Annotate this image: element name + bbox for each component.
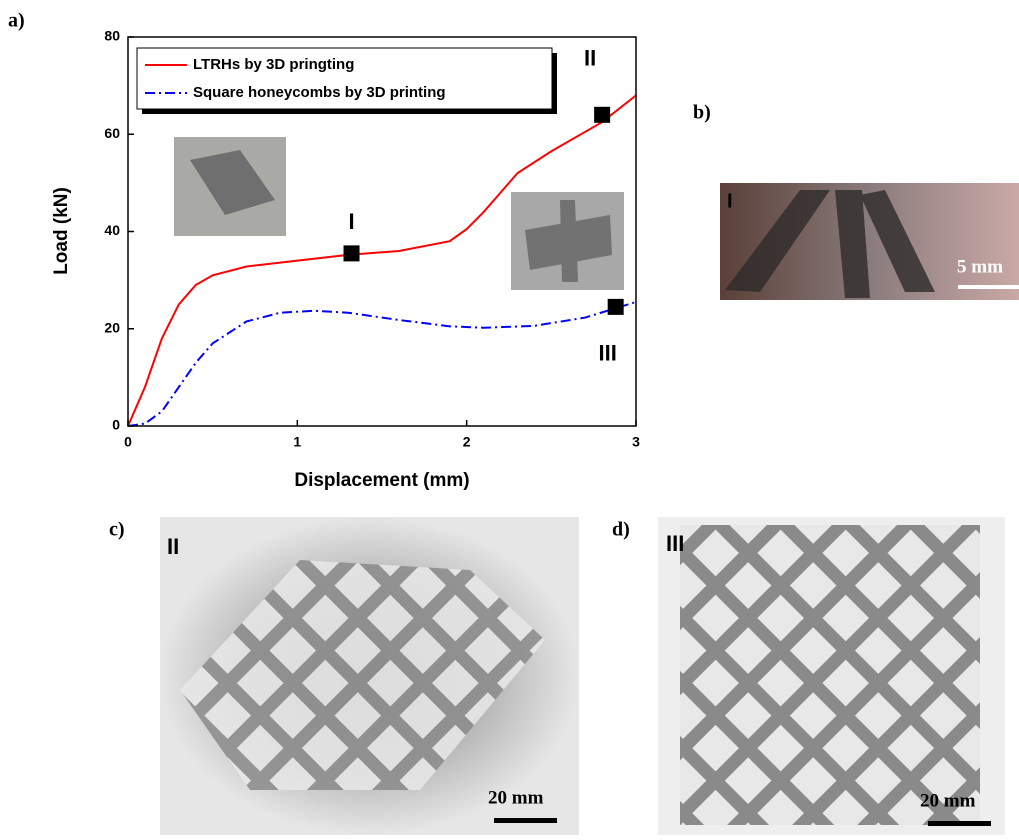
x-tick-label: 0: [124, 434, 132, 450]
panel-label: a): [8, 10, 25, 32]
scale-label: 5 mm: [957, 256, 1003, 277]
scale-bar: [928, 821, 991, 826]
y-tick-label: 0: [112, 417, 120, 433]
figure: a) b) c) d) I 5 mm II 20 mm III 20 mm 02…: [0, 0, 1019, 835]
panel-label: c): [109, 519, 125, 541]
page: {"panel_labels": ["a)", "b)", "c)", "d)"…: [0, 0, 1019, 835]
scale-bar: [958, 285, 1019, 289]
x-tick-label: 3: [632, 434, 640, 450]
marker: [608, 299, 624, 315]
x-tick-label: 2: [463, 434, 471, 450]
photo-label: II: [167, 534, 179, 559]
marker: [344, 245, 360, 261]
marker: [594, 107, 610, 123]
y-tick-label: 80: [104, 28, 120, 44]
x-axis-label: Displacement (mm): [294, 470, 469, 491]
photo-label: III: [666, 531, 684, 556]
y-axis-label: Load (kN): [51, 187, 72, 275]
panel-label: b): [693, 102, 711, 124]
series-line: [128, 302, 636, 426]
y-tick-label: 40: [104, 222, 120, 238]
panel-label: d): [612, 519, 630, 541]
photo-label: I: [727, 190, 733, 212]
scale-label: 20 mm: [488, 787, 544, 808]
x-tick-label: 1: [293, 434, 301, 450]
legend-label: Square honeycombs by 3D printing: [193, 84, 446, 101]
scale-bar: [494, 818, 557, 823]
marker-label: III: [599, 341, 617, 366]
y-tick-label: 60: [104, 125, 120, 141]
scale-label: 20 mm: [920, 790, 976, 811]
marker-label: II: [584, 46, 596, 71]
y-tick-label: 20: [104, 319, 120, 335]
legend-label: LTRHs by 3D pringting: [193, 56, 354, 73]
photo-shape: [680, 525, 980, 825]
marker-label: I: [348, 209, 354, 234]
